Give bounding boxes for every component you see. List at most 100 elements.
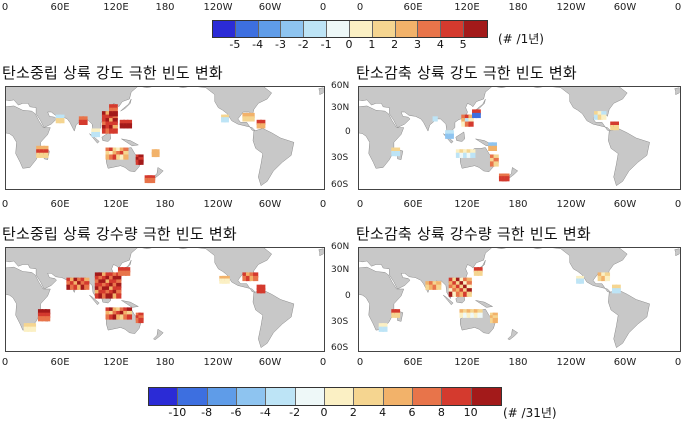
grid-cell [109, 118, 115, 124]
grid-cell [105, 314, 111, 320]
grid-cell [463, 281, 469, 287]
grid-cell [105, 128, 111, 134]
land-mass [608, 289, 650, 349]
grid-cell [112, 121, 118, 127]
grid-cell [445, 133, 451, 139]
grid-cell [459, 309, 465, 315]
grid-cell [36, 152, 42, 158]
grid-cell [123, 147, 129, 153]
grid-cell [382, 326, 388, 332]
lon-label: 0 [319, 357, 327, 368]
grid-cell [463, 288, 469, 294]
map-panel-tr [358, 86, 681, 190]
grid-cell [101, 128, 108, 134]
lon-label: 60E [403, 2, 423, 13]
lon-label: 0 [1, 199, 9, 210]
map-frame [5, 86, 325, 190]
lon-label: 180 [155, 2, 175, 13]
lon-label: 120E [454, 199, 480, 210]
grid-cell [109, 104, 115, 110]
grid-cell [452, 284, 458, 290]
lon-label: 120E [103, 2, 129, 13]
grid-cell [138, 317, 144, 324]
grid-cell [105, 282, 111, 289]
grid-cell [80, 281, 86, 287]
grid-cell [73, 281, 79, 287]
grid-cell [121, 270, 127, 276]
grid-cell [37, 316, 44, 322]
grid-cell [594, 114, 600, 120]
grid-cell [466, 149, 472, 155]
lon-label: 0 [1, 357, 9, 368]
grid-cell [455, 284, 462, 290]
grid-cell [425, 281, 431, 287]
colorbar-top [212, 20, 488, 38]
lon-label: 180 [508, 2, 528, 13]
grid-cell [472, 112, 478, 119]
grid-cell [221, 278, 228, 284]
grid-cell [82, 116, 88, 122]
lon-label: 120W [556, 199, 586, 210]
colorbar-cell [372, 21, 396, 37]
map-panel-tl [5, 86, 325, 190]
grid-cell [112, 310, 118, 317]
grid-cell [475, 112, 481, 119]
grid-cell [123, 154, 129, 160]
grid-cell [597, 272, 603, 278]
grid-cell [489, 161, 496, 167]
grid-cell [119, 307, 125, 313]
grid-cell [116, 286, 122, 292]
grid-cell [597, 114, 603, 120]
lon-label: 180 [508, 357, 528, 368]
grid-cell [493, 157, 499, 164]
grid-cell [112, 125, 118, 131]
colorbar-cell [281, 21, 305, 37]
land-mass [507, 167, 519, 179]
grid-cell [578, 275, 585, 282]
lon-label: 120E [454, 357, 480, 368]
grid-cell [489, 157, 496, 164]
grid-cell [112, 128, 118, 134]
grid-cell [43, 152, 49, 158]
grid-cell [477, 312, 483, 318]
grid-cell [604, 275, 611, 282]
grid-cell [112, 293, 118, 299]
grid-cell [459, 288, 465, 294]
lat-label: 30N [331, 265, 350, 275]
grid-cell [94, 282, 101, 289]
grid-cell [464, 114, 471, 120]
grid-cell [448, 288, 454, 294]
colorbar-tick-label: -6 [230, 406, 242, 419]
grid-cell [249, 116, 255, 122]
grid-cell [428, 284, 435, 290]
grid-cell [459, 291, 465, 297]
grid-cell [493, 161, 499, 167]
grid-cell [78, 116, 85, 122]
grid-cell [112, 151, 118, 157]
grid-cell [45, 309, 51, 315]
colorbar-bottom [148, 387, 502, 406]
colorbar-tick-label: 1 [368, 38, 376, 51]
grid-cell [436, 281, 442, 287]
grid-cell [256, 123, 262, 129]
grid-cell [576, 278, 582, 284]
grid-cell [123, 123, 129, 129]
grid-cell [123, 307, 129, 313]
colorbar-cell [304, 21, 328, 37]
grid-cell [601, 275, 607, 282]
grid-cell [36, 149, 42, 155]
grid-cell [448, 281, 454, 287]
colorbar-tick-label: -2 [297, 38, 309, 51]
grid-cell [119, 123, 125, 129]
grid-cell [224, 278, 230, 284]
land-mass [318, 248, 324, 257]
grid-cell [80, 277, 86, 283]
grid-cell [223, 114, 229, 120]
grid-cell [470, 312, 476, 318]
grid-cell [455, 152, 462, 158]
lon-label: 180 [155, 199, 175, 210]
lon-label: 0 [1, 2, 9, 13]
grid-cell [105, 125, 111, 131]
grid-cell [468, 121, 474, 127]
grid-cell [101, 275, 108, 282]
